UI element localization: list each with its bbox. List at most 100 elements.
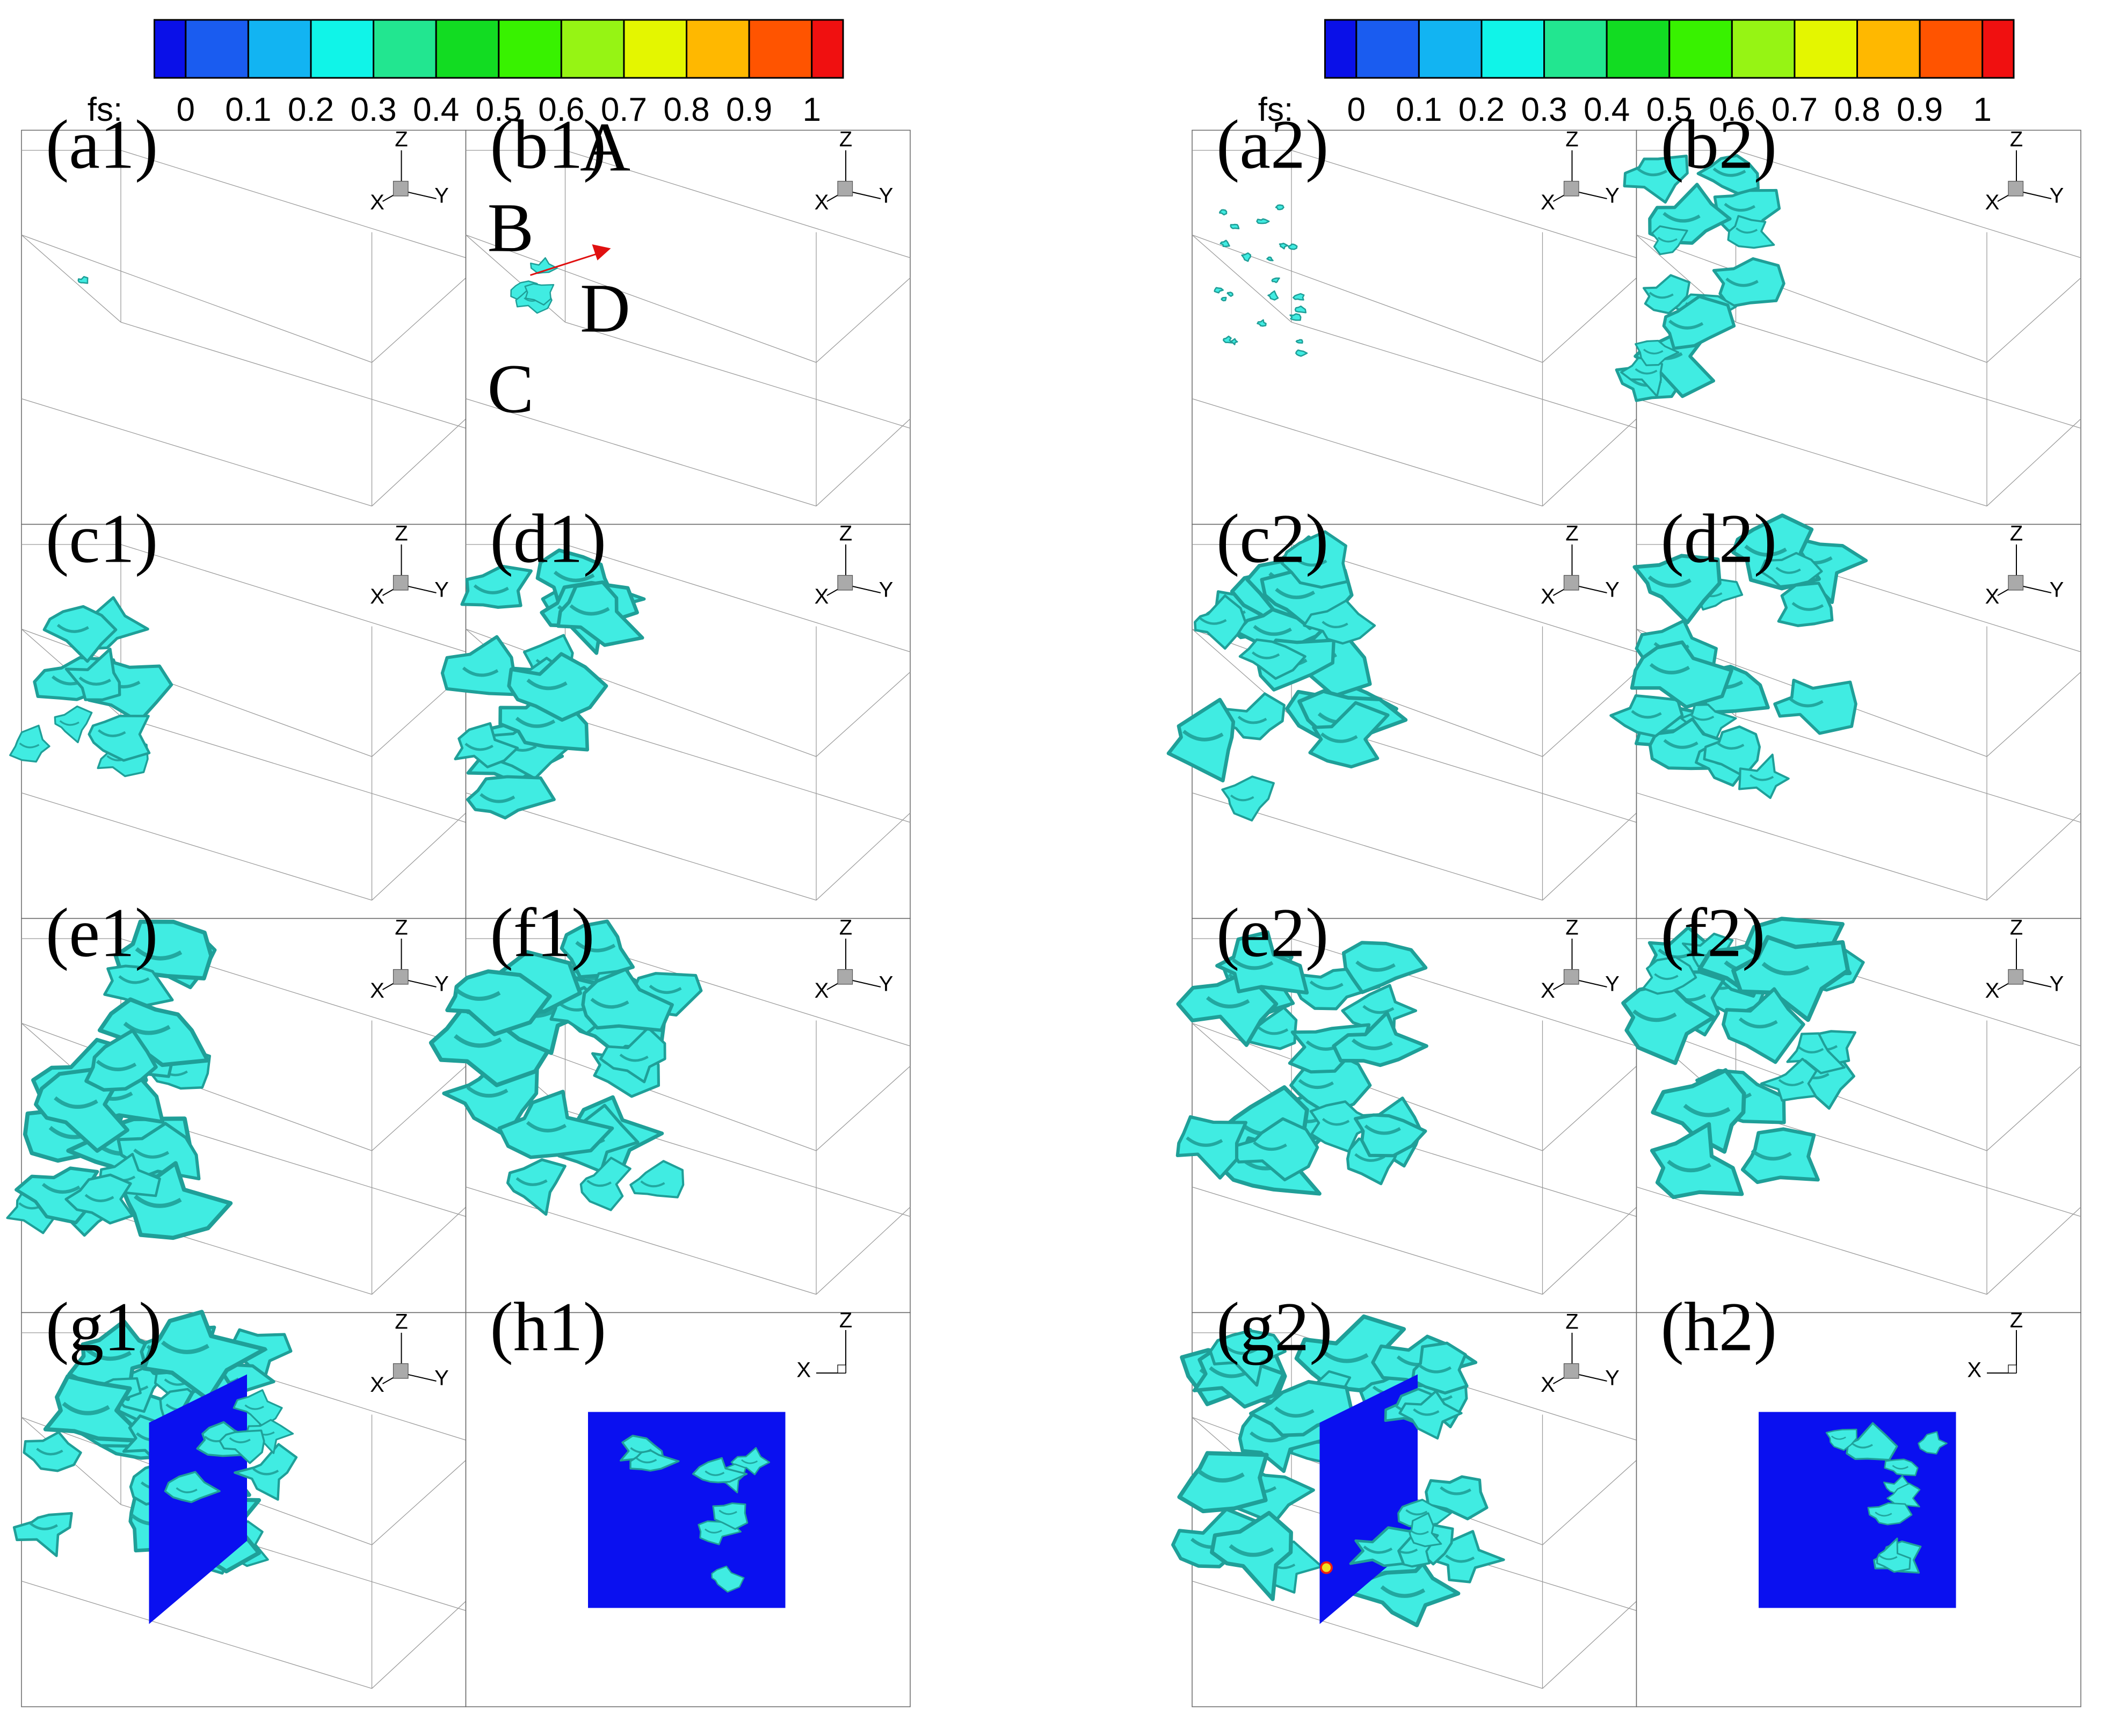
triad-box <box>837 969 853 985</box>
blob-shade <box>36 1448 63 1456</box>
axis-triad: X Y Z <box>370 522 449 609</box>
box-edge <box>372 1460 466 1545</box>
box-edge <box>21 792 372 901</box>
crystal-blob <box>1238 638 1306 680</box>
crystal-blob <box>1738 753 1790 799</box>
triad-box <box>837 1364 846 1374</box>
crystal-blob <box>103 964 174 1007</box>
blob-shade <box>85 1347 132 1361</box>
blob-shade <box>1798 1046 1824 1054</box>
blob-shade <box>1716 742 1745 750</box>
panel: X Y Z (b2) <box>1615 106 2081 525</box>
triad-box <box>2008 575 2024 591</box>
crystal-blob <box>1275 204 1284 210</box>
crystal-blob <box>1221 296 1227 302</box>
blob-shade <box>96 1059 137 1071</box>
box-edge <box>1192 398 1543 507</box>
blob-shade <box>1831 1435 1846 1440</box>
triad-box <box>2008 1364 2017 1374</box>
blob-shade <box>252 1468 279 1476</box>
crystal-blob <box>1303 599 1376 645</box>
triad-box <box>1563 180 1579 197</box>
blob-shade <box>1364 1124 1401 1135</box>
colorbar-segment <box>310 19 375 79</box>
colorbar-segment <box>1480 19 1545 79</box>
colorbar-segment <box>498 19 562 79</box>
colorbar-segment <box>185 19 249 79</box>
box-edge <box>1636 398 1987 507</box>
triad-label: Z <box>395 916 408 940</box>
blob-shade <box>19 742 40 749</box>
colorbar: fs: 0 0.1 0.2 0.3 0.4 0.5 0.6 0.7 0.8 0.9 1 <box>88 19 844 128</box>
panel: X Y Z (e1) <box>6 895 467 1313</box>
box-edge <box>1986 672 2081 757</box>
triad-label: Y <box>434 1367 449 1390</box>
blob-shade <box>1683 1103 1731 1117</box>
colorbar-segment <box>247 19 312 79</box>
box-edge <box>466 398 817 507</box>
blob-shade <box>1643 348 1664 354</box>
blob-shade <box>466 1086 509 1098</box>
crystal-blob <box>712 1502 749 1530</box>
blob-shade <box>619 1054 649 1062</box>
crystal-blob <box>1289 313 1302 321</box>
blob-shade <box>1667 1159 1711 1173</box>
blob-shade <box>1791 601 1824 611</box>
box-edge <box>372 812 466 900</box>
colorbar-tick-label: 0.3 <box>1521 91 1567 128</box>
triad-label: Y <box>434 972 449 996</box>
blob-shade <box>176 1487 198 1493</box>
box-edge <box>1636 1186 1987 1295</box>
box-edge <box>1542 1601 1637 1689</box>
panel: X Y Z (g1) <box>12 1289 467 1708</box>
colorbar-segment <box>686 19 750 79</box>
box-edge <box>1542 1066 1637 1151</box>
panel: X Y Z (c2) <box>1166 500 1637 919</box>
blob-shade <box>640 1180 665 1188</box>
crystal-blob <box>1175 1115 1248 1180</box>
crystal-blob <box>88 714 151 762</box>
box-edge <box>816 1066 911 1151</box>
triad-label: Z <box>839 916 852 940</box>
colorbar-segment <box>748 19 813 79</box>
crystal-blob <box>1651 1068 1746 1154</box>
crystal-blob <box>1214 287 1224 294</box>
box-edge <box>372 418 466 506</box>
colorbar-tick-label: 0.5 <box>476 91 522 128</box>
crystal-blob <box>1226 292 1233 297</box>
colorbar: fs: 0 0.1 0.2 0.3 0.4 0.5 0.6 0.7 0.8 0.9 1 <box>1258 19 2015 128</box>
crystal-blob <box>1288 243 1298 250</box>
axis-triad: X Y Z <box>370 916 449 1003</box>
box-edge <box>1986 1207 2081 1295</box>
triad-box <box>1563 575 1579 591</box>
blob-shade <box>41 1182 81 1194</box>
triad-box <box>2008 180 2024 197</box>
crystal-blob <box>1332 1011 1428 1067</box>
blob-shade <box>1251 651 1280 659</box>
box-edge <box>1986 418 2081 506</box>
blob-shade <box>1186 1136 1223 1147</box>
triad-label: Z <box>1565 522 1578 546</box>
arrow-head <box>592 244 611 260</box>
colorbar-segment <box>1731 19 1796 79</box>
colorbar-segment <box>1418 19 1483 79</box>
crystal-blob <box>711 1565 745 1593</box>
triad-label: X <box>1985 979 2000 1003</box>
colorbar-segment <box>1543 19 1608 79</box>
blob-shade <box>636 1457 657 1464</box>
blob-shade <box>1632 1009 1677 1022</box>
crystal-blob <box>64 648 121 701</box>
blob-shade <box>462 666 499 677</box>
blob-shade <box>1637 168 1667 177</box>
panel-label: (a2) <box>1216 106 1329 184</box>
box-edge <box>372 1066 466 1151</box>
colorbar-label: fs: <box>1258 91 1293 128</box>
colorbar-tick-label: 0 <box>1347 91 1366 128</box>
panel: X Y Z (b1)AB CD <box>465 106 911 525</box>
triad-label: Y <box>434 578 449 602</box>
axis-triad: X Y Z <box>1985 128 2064 215</box>
crystal-blob <box>1219 209 1228 216</box>
blob-shade <box>1738 1017 1778 1029</box>
blob-shade <box>78 676 111 686</box>
triad-box <box>393 575 409 591</box>
